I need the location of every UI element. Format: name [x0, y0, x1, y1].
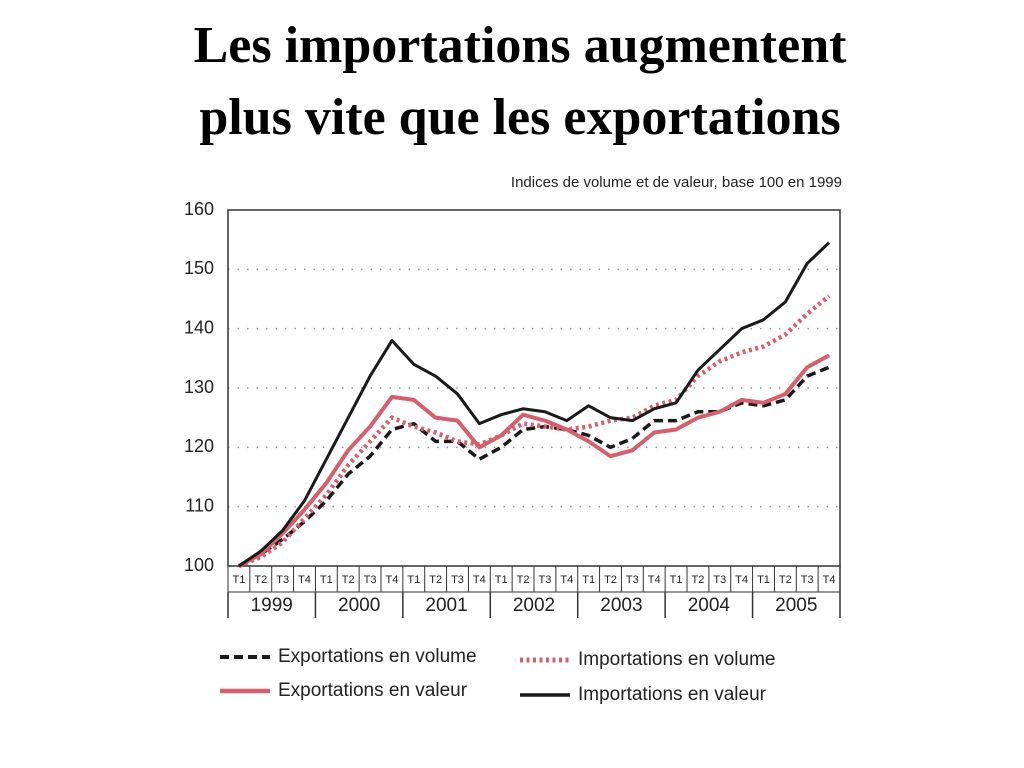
x-tick-label: T1: [320, 574, 333, 586]
x-tick-label: T2: [254, 574, 267, 586]
year-label: 2002: [513, 595, 555, 616]
series-line: [238, 241, 831, 568]
y-tick-label: 130: [184, 377, 214, 397]
series-line: [238, 365, 830, 568]
x-tick-label: T2: [604, 574, 617, 586]
series-line: [238, 294, 831, 569]
year-label: 2003: [600, 595, 642, 616]
x-tick-label: T2: [429, 574, 442, 586]
year-label: 2001: [425, 595, 467, 616]
x-tick-label: T4: [473, 574, 486, 586]
x-tick-label: T4: [386, 574, 399, 586]
y-tick-label: 120: [184, 436, 214, 456]
legend-label: Importations en volume: [578, 649, 776, 670]
x-tick-label: T1: [757, 574, 770, 586]
y-tick-label: 160: [184, 199, 214, 219]
y-tick-label: 100: [184, 555, 214, 575]
x-tick-label: T2: [779, 574, 792, 586]
x-tick-label: T1: [233, 574, 246, 586]
y-tick-label: 140: [184, 317, 214, 337]
x-tick-label: T3: [276, 574, 289, 586]
x-tick-label: T2: [517, 574, 530, 586]
x-tick-label: T3: [801, 574, 814, 586]
x-tick-label: T1: [407, 574, 420, 586]
year-label: 1999: [251, 595, 293, 616]
x-tick-label: T4: [735, 574, 748, 586]
x-tick-label: T3: [713, 574, 726, 586]
chart-title: Les importations augmentent: [194, 17, 848, 74]
x-tick-label: T1: [495, 574, 508, 586]
chart-title: plus vite que les exportations: [199, 89, 840, 146]
x-tick-label: T1: [582, 574, 595, 586]
series-line: [237, 353, 831, 568]
x-tick-label: T4: [823, 574, 836, 586]
year-label: 2000: [338, 595, 380, 616]
x-tick-label: T4: [298, 574, 311, 586]
x-tick-label: T2: [692, 574, 705, 586]
x-tick-label: T3: [626, 574, 639, 586]
plot-frame: [227, 209, 841, 567]
x-tick-label: T4: [648, 574, 661, 586]
x-tick-label: T3: [539, 574, 552, 586]
x-tick-label: T3: [451, 574, 464, 586]
year-label: 2004: [688, 595, 731, 616]
x-tick-label: T1: [670, 574, 683, 586]
legend-label: Exportations en valeur: [278, 680, 468, 701]
legend-label: Importations en valeur: [578, 684, 767, 705]
y-tick-label: 110: [185, 495, 214, 515]
y-tick-label: 150: [184, 258, 214, 278]
legend-label: Exportations en volume: [278, 646, 477, 667]
chart-subtitle: Indices de volume et de valeur, base 100…: [511, 174, 842, 191]
year-label: 2005: [775, 595, 817, 616]
x-tick-label: T4: [560, 574, 573, 586]
x-tick-label: T2: [342, 574, 355, 586]
x-tick-label: T3: [364, 574, 377, 586]
